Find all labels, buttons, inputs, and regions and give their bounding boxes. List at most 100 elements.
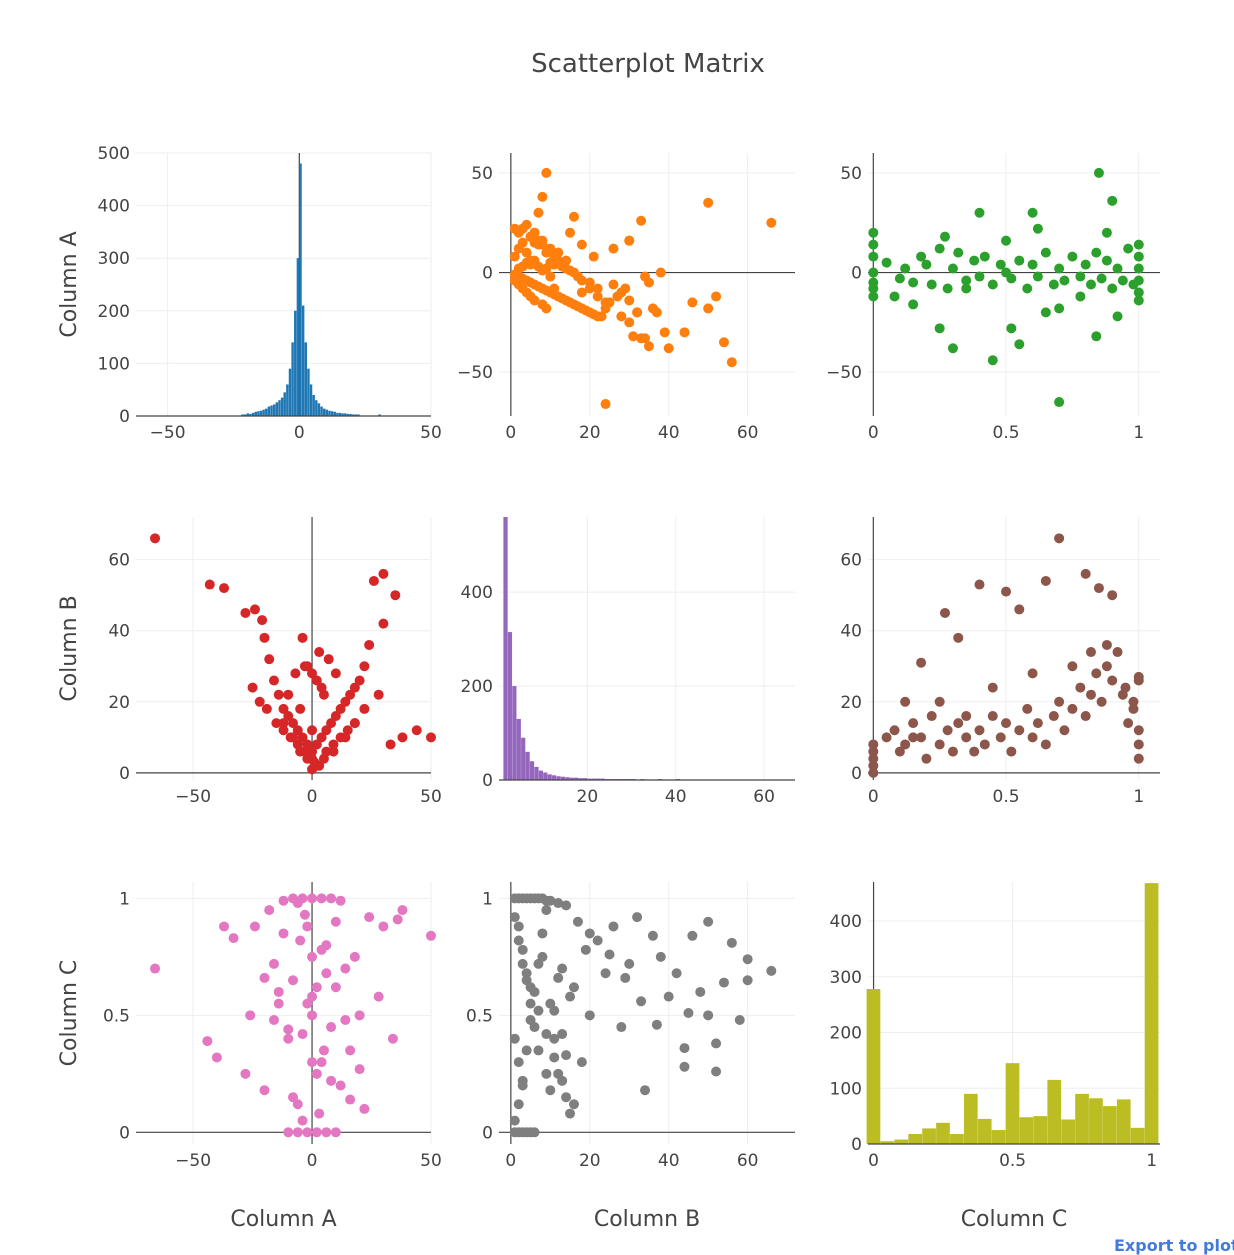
histogram-bar (508, 632, 512, 780)
scatter-point (1107, 590, 1117, 600)
scatter-point (312, 1069, 322, 1079)
scatter-point (585, 1010, 595, 1020)
scatter-point (328, 747, 338, 757)
scatter-point (522, 1045, 532, 1055)
scatter-point (326, 893, 336, 903)
scatter-point (1054, 264, 1064, 274)
x-tick-label: 0 (505, 423, 516, 443)
scatter-point (541, 303, 551, 313)
scatter-point (1049, 711, 1059, 721)
scatter-point (307, 952, 317, 962)
y-tick-label: 200 (461, 677, 493, 697)
scatter-point (1006, 323, 1016, 333)
scatter-point (640, 333, 650, 343)
scatter-point (1006, 274, 1016, 284)
scatter-point (1081, 711, 1091, 721)
x-tick-label: 1 (1133, 423, 1144, 443)
histogram-bar (539, 771, 543, 780)
scatter-point (616, 311, 626, 321)
scatter-point (581, 945, 591, 955)
scatter-point (300, 910, 310, 920)
scatter-point (1001, 587, 1011, 597)
x-tick-label: 40 (665, 787, 687, 807)
scatter-point (900, 739, 910, 749)
scatter-point (961, 711, 971, 721)
scatter-point (1107, 196, 1117, 206)
scatter-point (514, 1099, 524, 1109)
scatter-point (549, 1006, 559, 1016)
histogram-bar (268, 407, 270, 416)
histogram-bar (302, 306, 304, 416)
y-tick-label: −50 (457, 363, 493, 383)
scatter-point (533, 1045, 543, 1055)
scatter-point (561, 256, 571, 266)
scatter-point (307, 893, 317, 903)
histogram-bar (552, 775, 556, 780)
y-axis-label: Column B (57, 595, 82, 701)
scatter-point (656, 268, 666, 278)
scatter-point (321, 968, 331, 978)
y-tick-label: 20 (840, 693, 862, 713)
scatter-point (219, 583, 229, 593)
scatter-point (1028, 208, 1038, 218)
scatter-point (573, 917, 583, 927)
scatter-point (1094, 168, 1104, 178)
scatter-point (961, 732, 971, 742)
x-tick-label: 0 (868, 1151, 879, 1171)
scatter-point (900, 697, 910, 707)
scatter-point (269, 959, 279, 969)
scatter-point (331, 668, 341, 678)
scatter-point (369, 576, 379, 586)
scatter-point (1102, 640, 1112, 650)
scatter-point (274, 690, 284, 700)
scatter-point (624, 317, 634, 327)
y-tick-label: 50 (471, 164, 493, 184)
scatter-point (518, 959, 528, 969)
x-tick-label: 20 (579, 1151, 601, 1171)
scatter-point (274, 987, 284, 997)
scatter-point (703, 303, 713, 313)
scatter-point (1041, 739, 1051, 749)
scatter-point (743, 975, 753, 985)
scatter-point (317, 683, 327, 693)
scatter-point (961, 283, 971, 293)
scatter-point (561, 900, 571, 910)
scatter-point (988, 280, 998, 290)
scatter-point (1102, 661, 1112, 671)
scatter-point (940, 232, 950, 242)
y-axis-label: Column A (57, 231, 82, 337)
y-tick-label: 0 (482, 771, 493, 791)
scatter-point (526, 256, 536, 266)
x-tick-label: 0.5 (993, 787, 1020, 807)
scatter-point (577, 287, 587, 297)
export-link[interactable]: Export to plot.ly » (1114, 1236, 1234, 1255)
histogram-bar (1047, 1080, 1061, 1144)
y-tick-label: −50 (826, 363, 862, 383)
histogram-bar (950, 1134, 964, 1144)
scatter-point (557, 1029, 567, 1039)
y-tick-label: 400 (461, 583, 493, 603)
scatter-point (259, 633, 269, 643)
scatter-point (569, 212, 579, 222)
scatter-point (664, 992, 674, 1002)
scatter-point (1067, 704, 1077, 714)
scatter-point (390, 590, 400, 600)
scatter-point (703, 198, 713, 208)
scatter-point (1014, 725, 1024, 735)
y-tick-label: 50 (840, 164, 862, 184)
histogram-bar (334, 412, 336, 416)
scatter-point (664, 343, 674, 353)
x-tick-label: 0 (307, 1151, 318, 1171)
scatter-point (355, 675, 365, 685)
scatter-point (288, 732, 298, 742)
x-tick-label: 60 (737, 423, 759, 443)
scatter-point (245, 1010, 255, 1020)
scatter-point (374, 690, 384, 700)
scatter-point (557, 964, 567, 974)
histogram-bar (265, 409, 267, 416)
histogram-bar (534, 767, 538, 780)
scatter-point (1041, 248, 1051, 258)
